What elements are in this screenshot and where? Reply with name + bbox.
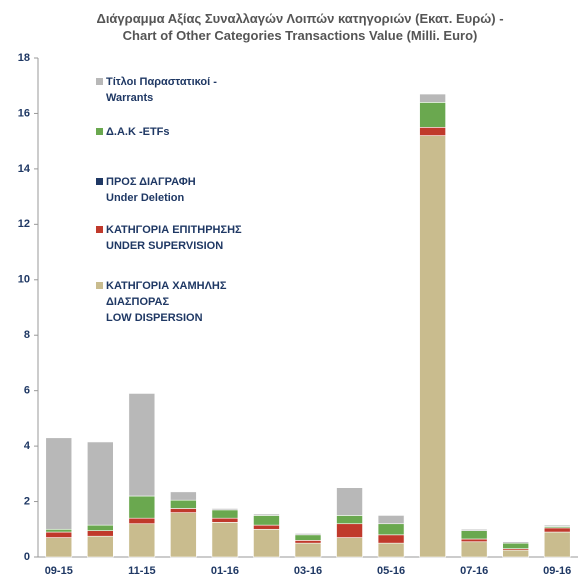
bar-segment bbox=[419, 127, 446, 136]
bar-segment bbox=[45, 531, 73, 538]
bar-segment bbox=[502, 542, 529, 549]
x-tick-label: 03-16 bbox=[294, 565, 322, 577]
bar-segment bbox=[543, 524, 571, 527]
legend-label: ΚΑΤΗΓΟΡΙΑ ΧΑΜΗΛΗΣ ΔΙΑΣΠΟΡΑΣ LOW DISPERSI… bbox=[106, 280, 227, 324]
legend-entry: Τίτλοι Παραστατικοί - Warrants bbox=[96, 74, 217, 106]
bar-segment bbox=[377, 515, 405, 525]
legend-label: Τίτλοι Παραστατικοί - Warrants bbox=[106, 76, 217, 104]
bar-segment bbox=[211, 522, 239, 558]
bar-segment bbox=[294, 533, 322, 536]
y-tick-label: 0 bbox=[24, 551, 30, 563]
bar-segment bbox=[170, 512, 197, 558]
legend-swatch bbox=[96, 178, 103, 185]
bar-segment bbox=[211, 508, 239, 511]
bar-segment bbox=[253, 513, 280, 516]
bar-segment bbox=[87, 524, 114, 531]
y-tick-label: 18 bbox=[18, 52, 30, 64]
chart-title: Διάγραμμα Αξίας Συναλλαγών Λοιπών κατηγο… bbox=[96, 11, 504, 43]
legend-entry: ΚΑΤΗΓΟΡΙΑ ΕΠΙΤΗΡΗΣΗΣ UNDER SUPERVISION bbox=[96, 222, 242, 254]
bar-segment bbox=[87, 535, 114, 558]
bar-segment bbox=[253, 524, 280, 530]
bar-segment bbox=[294, 540, 322, 544]
y-tick-label: 10 bbox=[18, 274, 30, 286]
y-tick-label: 4 bbox=[24, 440, 31, 452]
legend-entry: ΚΑΤΗΓΟΡΙΑ ΧΑΜΗΛΗΣ ΔΙΑΣΠΟΡΑΣ LOW DISPERSI… bbox=[96, 278, 226, 326]
bar-segment bbox=[460, 528, 488, 531]
bar-segment bbox=[336, 515, 363, 525]
bar-segment bbox=[128, 517, 156, 525]
bar-segment bbox=[377, 542, 405, 558]
bar-segment bbox=[45, 437, 73, 530]
bar-segment bbox=[87, 530, 114, 537]
bar-segment bbox=[128, 523, 156, 558]
bar-segment bbox=[294, 542, 322, 558]
bar-segment bbox=[502, 549, 529, 558]
y-tick-label: 12 bbox=[18, 218, 30, 230]
legend-label: Δ.Α.Κ -ETFs bbox=[106, 126, 170, 138]
x-tick-label: 05-16 bbox=[377, 565, 405, 577]
bar-segment bbox=[543, 531, 571, 558]
bar-segment bbox=[128, 393, 156, 497]
bar-segment bbox=[419, 102, 446, 128]
legend-swatch bbox=[96, 226, 103, 233]
legend-swatch bbox=[96, 78, 103, 85]
bar-segment bbox=[170, 491, 197, 501]
bar-segment bbox=[87, 441, 114, 526]
y-tick-label: 14 bbox=[18, 163, 31, 175]
bar-segment bbox=[543, 527, 571, 533]
bar-segment bbox=[460, 541, 488, 558]
bar-segment bbox=[170, 508, 197, 513]
bar-segment bbox=[419, 135, 446, 558]
x-tick-label: 11-15 bbox=[128, 565, 156, 577]
bar-segment bbox=[460, 538, 488, 543]
bar-segment bbox=[502, 541, 529, 544]
bar-segment bbox=[128, 495, 156, 519]
x-tick-label: 01-16 bbox=[211, 565, 239, 577]
bar-segment bbox=[377, 534, 405, 544]
bar-segment bbox=[211, 509, 239, 519]
x-tick-label: 09-16 bbox=[543, 565, 571, 577]
legend-label: ΠΡΟΣ ΔΙΑΓΡΑΦΗ Under Deletion bbox=[106, 176, 196, 204]
bar-segment bbox=[336, 537, 363, 558]
bar-segment bbox=[294, 534, 322, 541]
bar-segment bbox=[170, 499, 197, 509]
legend-entry: ΠΡΟΣ ΔΙΑΓΡΑΦΗ Under Deletion bbox=[96, 174, 196, 206]
bar-segment bbox=[377, 523, 405, 536]
bar-segment bbox=[336, 487, 363, 516]
y-tick-label: 2 bbox=[24, 495, 30, 507]
bar-segment bbox=[419, 93, 446, 103]
bar-segment bbox=[211, 517, 239, 523]
bar-segment bbox=[253, 515, 280, 526]
bar-segment bbox=[45, 537, 73, 558]
y-tick-label: 6 bbox=[24, 385, 30, 397]
x-tick-label: 09-15 bbox=[45, 565, 73, 577]
y-tick-label: 8 bbox=[24, 329, 30, 341]
bar-segment bbox=[45, 528, 73, 533]
y-tick-label: 16 bbox=[18, 107, 30, 119]
bar-segment bbox=[336, 523, 363, 538]
legend-swatch bbox=[96, 282, 103, 289]
x-tick-label: 07-16 bbox=[460, 565, 488, 577]
legend-swatch bbox=[96, 128, 103, 135]
bar-segment bbox=[460, 530, 488, 540]
legend-entry: Δ.Α.Κ -ETFs bbox=[96, 124, 170, 140]
bar-segment bbox=[253, 528, 280, 558]
legend-label: ΚΑΤΗΓΟΡΙΑ ΕΠΙΤΗΡΗΣΗΣ UNDER SUPERVISION bbox=[106, 224, 242, 252]
